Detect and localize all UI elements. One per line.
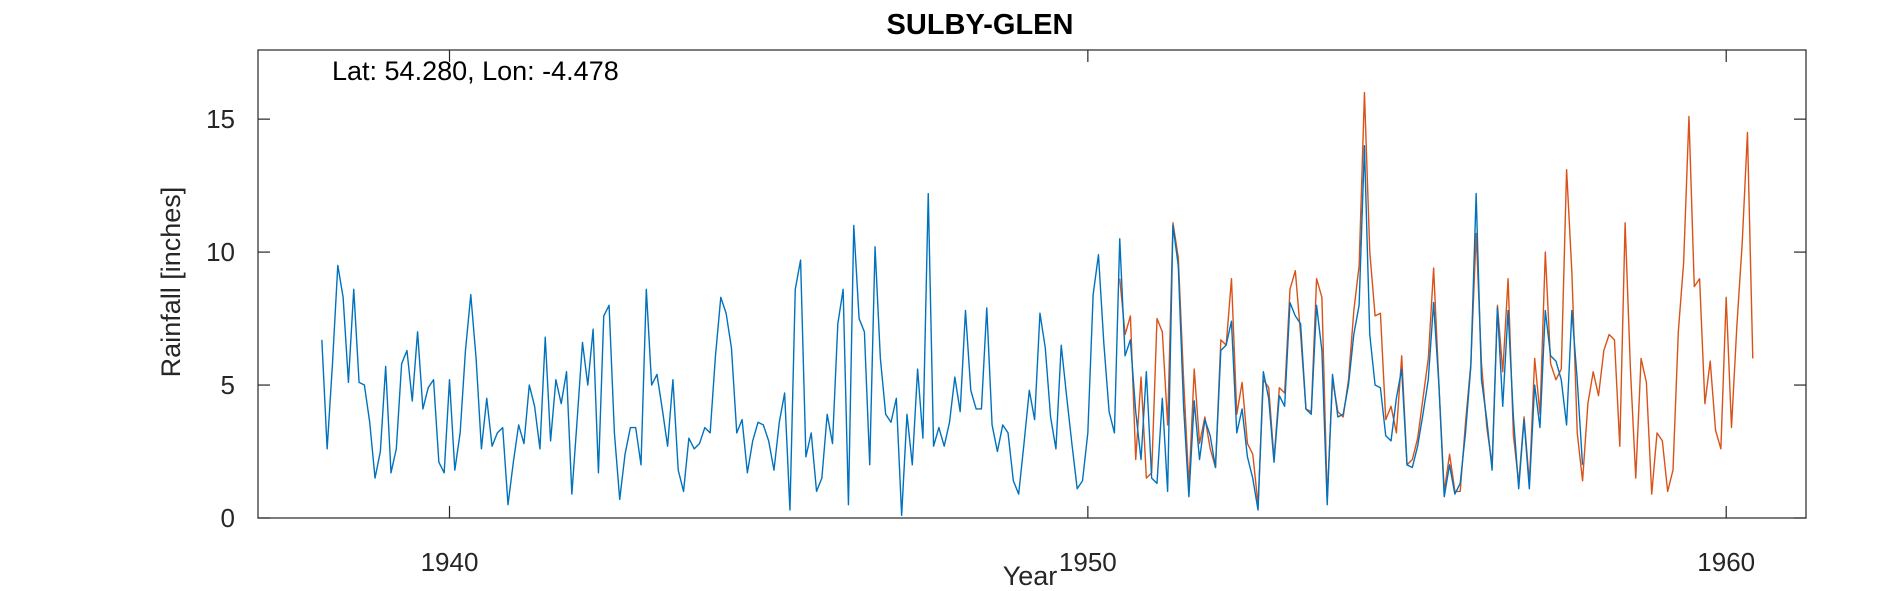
location-annotation: Lat: 54.280, Lon: -4.478 — [332, 56, 619, 86]
y-tick-label: 0 — [221, 503, 235, 533]
y-tick-label: 5 — [221, 370, 235, 400]
x-tick-label: 1940 — [421, 547, 479, 577]
y-axis-label: Rainfall [inches] — [156, 187, 186, 378]
y-tick-label: 10 — [206, 237, 235, 267]
y-tick-label: 15 — [206, 104, 235, 134]
plot-area — [257, 49, 1807, 519]
x-axis-label: Year — [1003, 561, 1058, 591]
x-tick-label: 1950 — [1059, 547, 1117, 577]
series-layer — [321, 91, 1754, 517]
chart-title: SULBY-GLEN — [887, 9, 1074, 41]
series-line-1 — [321, 145, 1584, 517]
series-line-2 — [1119, 91, 1754, 506]
x-tick-label: 1960 — [1697, 547, 1755, 577]
tick-layer: 1940 1950 1960 0 5 10 15 — [206, 50, 1806, 577]
plot-box — [257, 49, 1807, 519]
